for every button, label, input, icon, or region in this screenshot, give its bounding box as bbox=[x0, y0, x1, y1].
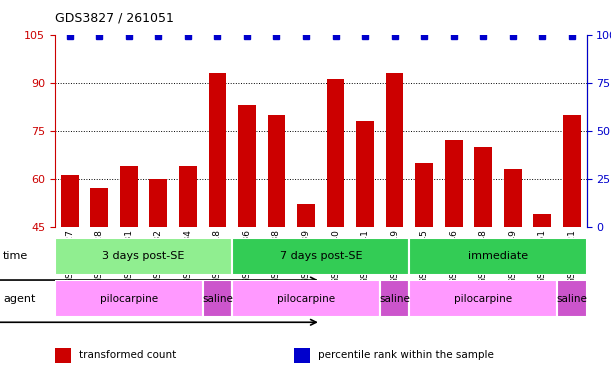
Text: saline: saline bbox=[557, 293, 587, 304]
Bar bbox=[533, 214, 551, 371]
Text: 3 days post-SE: 3 days post-SE bbox=[103, 251, 185, 262]
Text: pilocarpine: pilocarpine bbox=[100, 293, 158, 304]
Bar bbox=[297, 204, 315, 371]
Bar bbox=[232, 280, 380, 317]
Bar bbox=[90, 188, 108, 371]
Bar bbox=[203, 280, 232, 317]
Bar bbox=[268, 114, 285, 371]
Bar bbox=[150, 179, 167, 371]
Text: agent: agent bbox=[3, 294, 35, 304]
Text: saline: saline bbox=[379, 293, 410, 304]
Bar bbox=[120, 166, 137, 371]
Bar bbox=[445, 140, 463, 371]
Bar bbox=[208, 73, 226, 371]
Bar bbox=[415, 162, 433, 371]
Bar bbox=[294, 348, 310, 363]
Bar bbox=[386, 73, 403, 371]
Bar bbox=[238, 105, 256, 371]
Text: percentile rank within the sample: percentile rank within the sample bbox=[318, 350, 494, 360]
Bar bbox=[409, 238, 587, 275]
Bar bbox=[55, 238, 232, 275]
Text: pilocarpine: pilocarpine bbox=[277, 293, 335, 304]
Bar bbox=[327, 79, 345, 371]
Bar bbox=[557, 280, 587, 317]
Text: pilocarpine: pilocarpine bbox=[454, 293, 512, 304]
Text: time: time bbox=[3, 251, 28, 261]
Bar bbox=[179, 166, 197, 371]
Bar bbox=[504, 169, 522, 371]
Bar bbox=[380, 280, 409, 317]
Bar bbox=[409, 280, 557, 317]
Bar bbox=[356, 121, 374, 371]
Bar bbox=[55, 280, 203, 317]
Text: 7 days post-SE: 7 days post-SE bbox=[279, 251, 362, 262]
Bar bbox=[55, 348, 71, 363]
Bar bbox=[563, 114, 580, 371]
Text: immediate: immediate bbox=[468, 251, 528, 262]
Text: saline: saline bbox=[202, 293, 233, 304]
Bar bbox=[474, 147, 492, 371]
Text: transformed count: transformed count bbox=[79, 350, 176, 360]
Bar bbox=[61, 175, 79, 371]
Text: GDS3827 / 261051: GDS3827 / 261051 bbox=[55, 12, 174, 25]
Bar bbox=[232, 238, 409, 275]
